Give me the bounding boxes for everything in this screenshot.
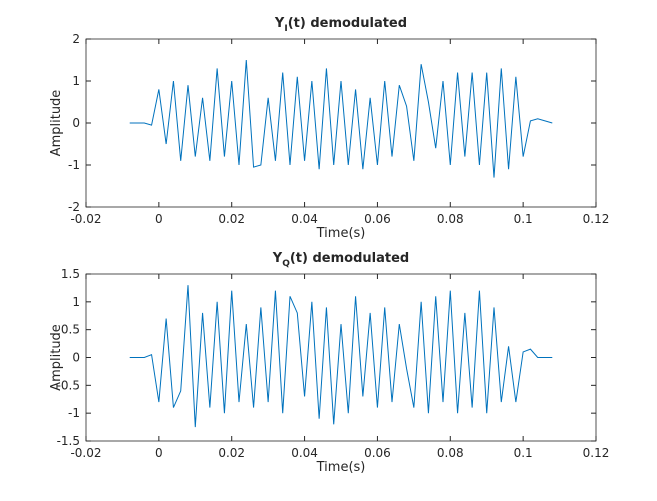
axes-box [85, 273, 597, 442]
title-part: Q [282, 259, 290, 269]
title-part: (t) demodulated [288, 16, 407, 31]
x-tick-label: -0.02 [70, 446, 101, 460]
y-tick-label: 2 [72, 32, 80, 46]
x-axis-label: Time(s) [316, 460, 366, 475]
y-axis-label: Amplitude [49, 324, 64, 391]
y-tick-label: 1 [72, 295, 80, 309]
x-tick-label: 0.06 [364, 446, 391, 460]
y-tick-label: -1 [68, 158, 80, 172]
signal-line [129, 59, 553, 178]
y-tick-label: -0.5 [57, 378, 80, 392]
x-tick-label: 0 [155, 212, 163, 226]
y-tick-label: 0.5 [61, 323, 80, 337]
title-part: (t) demodulated [290, 251, 409, 266]
x-axis-label: Time(s) [316, 226, 366, 241]
x-tick-label: 0.1 [514, 212, 533, 226]
title-part: Y [274, 16, 285, 31]
x-tick-label: 0.02 [218, 212, 245, 226]
y-tick-label: -1.5 [57, 434, 80, 448]
x-tick-label: 0.12 [583, 446, 610, 460]
x-tick-label: 0 [155, 446, 163, 460]
y-tick-label: 0 [72, 351, 80, 365]
title-part: I [284, 24, 287, 34]
y-tick-label: 1.5 [61, 267, 80, 281]
y-tick-label: 1 [72, 74, 80, 88]
x-tick-label: 0.06 [364, 212, 391, 226]
x-tick-label: 0.02 [218, 446, 245, 460]
x-tick-label: -0.02 [70, 212, 101, 226]
y-tick-label: 0 [72, 116, 80, 130]
x-tick-label: 0.1 [514, 446, 533, 460]
y-tick-label: -2 [68, 200, 80, 214]
chart-title: YQ(t) demodulated [272, 251, 409, 269]
x-tick-label: 0.04 [291, 446, 318, 460]
title-part: Y [272, 251, 283, 266]
chart-title: YI(t) demodulated [274, 16, 407, 34]
x-tick-label: 0.08 [437, 212, 464, 226]
axes-box [85, 38, 597, 208]
y-tick-label: -1 [68, 406, 80, 420]
x-tick-label: 0.04 [291, 212, 318, 226]
signal-line [129, 285, 553, 428]
x-tick-label: 0.12 [583, 212, 610, 226]
y-axis-label: Amplitude [49, 90, 64, 157]
x-tick-label: 0.08 [437, 446, 464, 460]
